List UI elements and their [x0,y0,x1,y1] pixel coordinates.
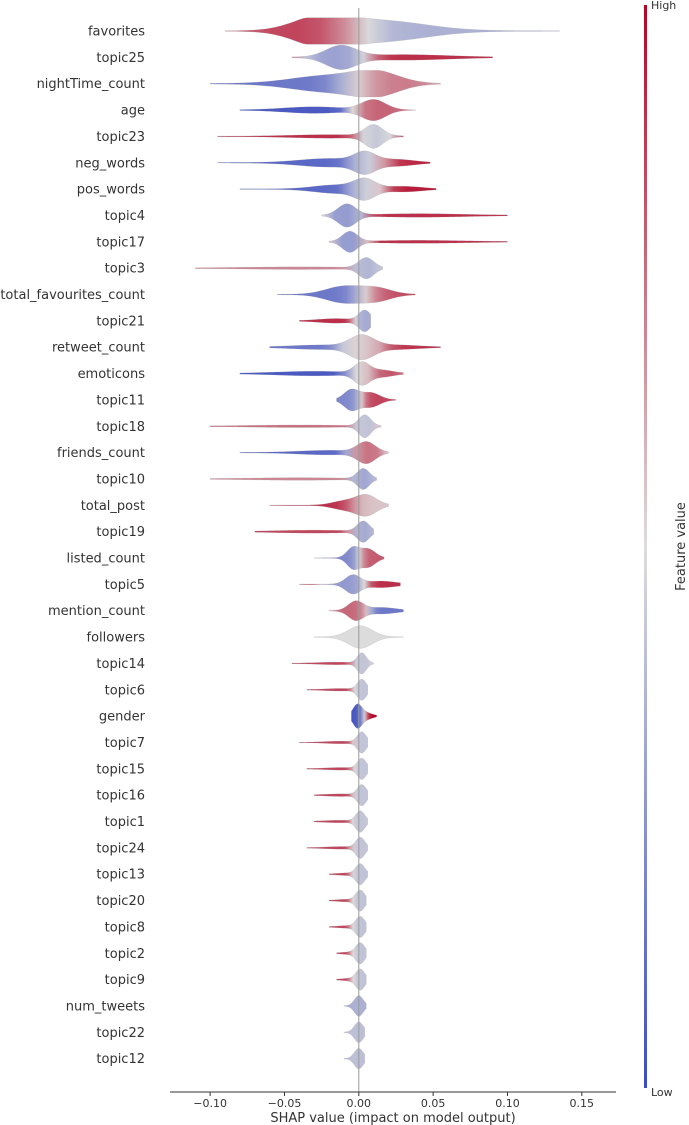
violin-topic11 [336,388,397,412]
colorbar [644,5,647,1088]
violin-pos-words [239,177,437,201]
feature-label-num-tweets: num_tweets [66,999,145,1014]
violin-total-post [269,493,389,517]
feature-label-topic24: topic24 [96,841,145,856]
feature-label-topic9: topic9 [105,973,145,988]
violin-nighttime-count [209,70,441,98]
feature-label-favorites: favorites [88,25,145,40]
feature-label-pos-words: pos_words [77,183,145,198]
violin-topic10 [209,468,377,490]
feature-label-topic20: topic20 [96,894,145,909]
feature-label-topic11: topic11 [96,393,145,408]
feature-label-nighttime-count: nightTime_count [37,77,145,92]
feature-label-friends-count: friends_count [57,446,145,461]
feature-label-topic22: topic22 [96,1026,145,1041]
violin-topic23 [217,124,404,149]
colorbar-high-label: High [651,0,676,12]
colorbar-low-label: Low [651,1086,673,1099]
violin-topic25 [291,44,493,70]
feature-label-topic21: topic21 [96,314,145,329]
violin-num-tweets [343,995,367,1017]
violin-topic21 [299,309,371,332]
feature-label-topic10: topic10 [96,472,145,487]
violin-listed-count [313,545,385,571]
x-tick-label: 0.15 [570,1097,595,1110]
violin-topic19 [254,520,374,543]
violin-friends-count [239,441,389,465]
x-tick-label: 0.05 [421,1097,446,1110]
violin-topic5 [299,574,401,595]
feature-label-mention-count: mention_count [48,604,145,619]
feature-label-gender: gender [99,710,146,725]
violin-favorites [224,17,560,45]
violin-group [195,17,560,1070]
violin-topic16 [313,784,368,807]
violin-gender [351,703,377,729]
feature-label-followers: followers [87,631,146,646]
feature-label-topic13: topic13 [96,868,145,883]
violin-topic20 [328,889,367,912]
violin-topic17 [328,230,508,253]
feature-label-topic6: topic6 [105,683,145,698]
violin-topic13 [328,863,368,886]
feature-label-topic12: topic12 [96,1052,145,1067]
x-axis-title: SHAP value (impact on model output) [270,1111,515,1125]
feature-label-topic4: topic4 [105,209,145,224]
violin-topic1 [313,810,368,833]
violin-topic8 [328,916,367,938]
violin-topic24 [306,836,368,859]
feature-label-topic23: topic23 [96,130,145,145]
violin-mention-count [328,600,404,621]
x-tick-label: −0.10 [193,1097,227,1110]
violin-topic9 [336,968,367,991]
feature-label-topic8: topic8 [105,920,145,935]
feature-label-age: age [121,104,145,119]
feature-label-topic25: topic25 [96,51,145,66]
violin-topic14 [291,652,374,675]
violin-topic4 [321,203,508,228]
feature-label-topic7: topic7 [105,736,145,751]
violin-topic6 [306,678,368,701]
feature-label-emoticons: emoticons [78,367,146,382]
violin-topic7 [299,731,368,754]
x-tick-label: −0.05 [268,1097,302,1110]
feature-label-topic18: topic18 [96,420,145,435]
violin-topic2 [336,942,367,965]
violin-retweet-count [269,334,441,361]
x-tick-label: 0.00 [347,1097,372,1110]
feature-label-topic15: topic15 [96,762,145,777]
feature-label-topic5: topic5 [105,578,145,593]
colorbar-title: Feature value [674,502,689,591]
x-tick-label: 0.10 [495,1097,520,1110]
violin-age [239,99,416,121]
feature-label-topic16: topic16 [96,789,145,804]
violin-topic3 [195,257,383,280]
feature-label-listed-count: listed_count [66,552,145,567]
violin-topic18 [209,414,382,439]
feature-label-total-favourites-count: total_favourites_count [0,288,145,303]
feature-label-topic2: topic2 [105,947,145,962]
feature-label-total-post: total_post [81,499,145,514]
feature-label-topic3: topic3 [105,262,145,277]
feature-label-topic14: topic14 [96,657,145,672]
x-ticks: −0.10 −0.05 0.00 0.05 0.10 0.15 [193,1092,594,1110]
violin-emoticons [239,361,404,386]
feature-label-neg-words: neg_words [75,156,145,171]
feature-label-topic17: topic17 [96,235,145,250]
violin-topic22 [343,1021,365,1043]
feature-label-topic1: topic1 [105,815,145,830]
violin-neg-words [217,150,431,175]
feature-label-topic19: topic19 [96,525,145,540]
violin-topic12 [343,1048,365,1070]
violin-topic15 [306,757,368,780]
feature-label-retweet-count: retweet_count [52,341,145,356]
violin-total-favourites-count [276,285,416,304]
